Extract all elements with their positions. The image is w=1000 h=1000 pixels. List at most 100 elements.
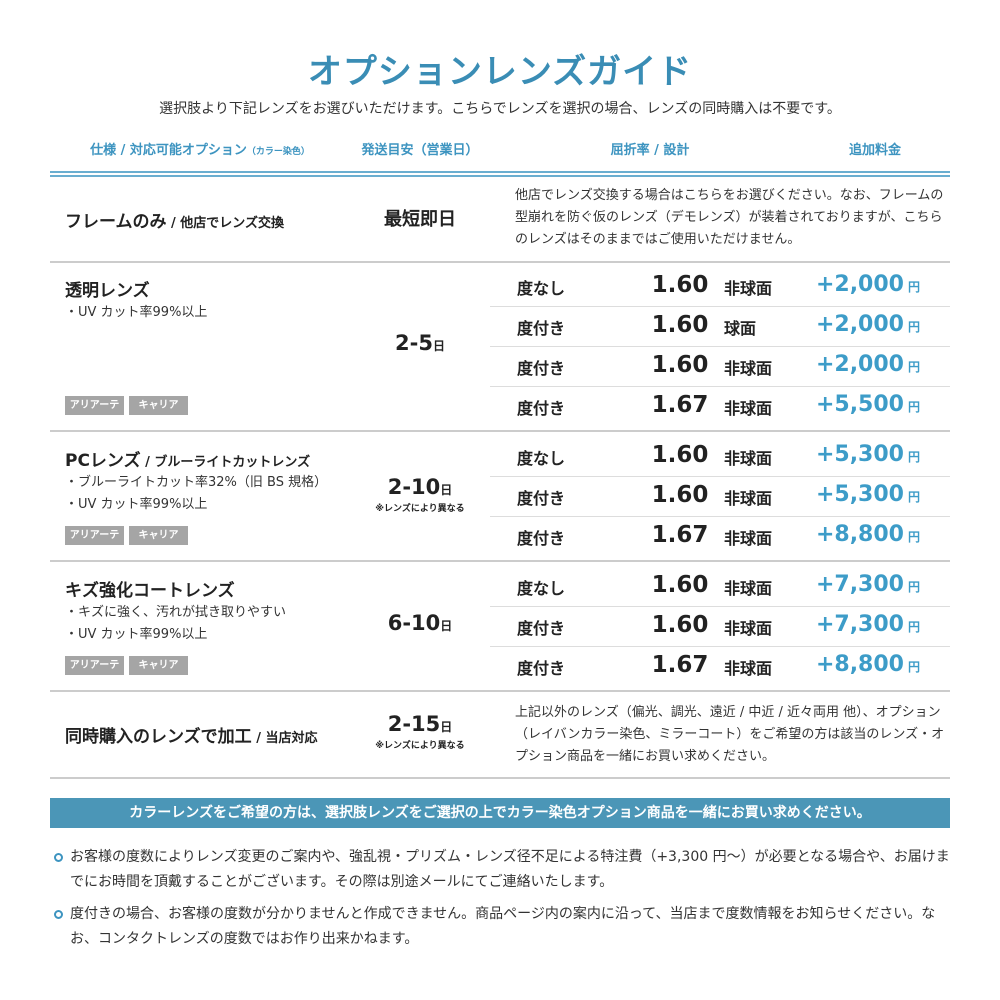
- price-unit: 円: [907, 620, 920, 634]
- ship-days: 2-15日 ※レンズにより異なる: [360, 712, 480, 751]
- lens-option-row: 度なし 1.60 非球面 +5,300 円: [490, 437, 950, 477]
- prescription-type: 度なし: [517, 579, 566, 598]
- lens-option-row: 度付き 1.60 非球面 +7,300 円: [490, 607, 950, 647]
- option-tag: アリアーテ: [65, 656, 124, 675]
- section-lens: PCレンズ / ブルーライトカットレンズ ・ブルーライトカット率32%（旧 BS …: [50, 432, 950, 562]
- price-unit: 円: [907, 400, 920, 414]
- lens-option-row: 度なし 1.60 非球面 +2,000 円: [490, 267, 950, 307]
- price: +8,800 円: [816, 522, 920, 547]
- price-value: +2,000: [815, 312, 904, 337]
- price: +2,000 円: [816, 352, 920, 377]
- header-index: 屈折率 / 設計: [610, 143, 690, 158]
- lens-name: 透明レンズ: [65, 281, 150, 301]
- price: +7,300 円: [816, 572, 920, 597]
- refractive-index: 1.60: [651, 482, 709, 508]
- description: 他店でレンズ交換する場合はこちらをお選びください。なお、フレームの型崩れを防ぐ仮…: [515, 188, 944, 247]
- refractive-index: 1.67: [651, 392, 709, 418]
- days-value: 6-10: [387, 611, 441, 635]
- price-unit: 円: [907, 580, 920, 594]
- lens-options: 度なし 1.60 非球面 +5,300 円度付き 1.60 非球面 +5,300 円度付き 1.6…: [490, 437, 950, 557]
- section-name: キズ強化コートレンズ: [65, 576, 235, 601]
- lens-name: キズ強化コートレンズ: [65, 581, 235, 601]
- price-unit: 円: [907, 490, 920, 504]
- refractive-index: 1.67: [651, 652, 709, 678]
- lens-design: 非球面: [724, 529, 773, 548]
- price-value: +7,300: [815, 572, 904, 597]
- lens-design: 非球面: [724, 359, 773, 378]
- ship-days: 6-10日: [360, 611, 480, 635]
- feature-item: ・UV カット率99%以上: [65, 497, 208, 512]
- section-name: PCレンズ / ブルーライトカットレンズ: [65, 446, 310, 471]
- lens-option-row: 度付き 1.60 非球面 +2,000 円: [490, 347, 950, 387]
- refractive-index: 1.60: [651, 312, 709, 338]
- price: +5,300 円: [816, 482, 920, 507]
- lens-design: 非球面: [724, 279, 773, 298]
- price-unit: 円: [907, 450, 920, 464]
- days-note: ※レンズにより異なる: [375, 741, 465, 751]
- price-value: +8,800: [815, 522, 904, 547]
- header-days: 発送目安（営業日）: [361, 143, 479, 158]
- lens-design: 非球面: [724, 619, 773, 638]
- page-title: オプションレンズガイド: [307, 52, 693, 92]
- price-value: +5,500: [815, 392, 904, 417]
- circle-bullet-icon: [54, 910, 63, 919]
- prescription-type: 度なし: [517, 449, 566, 468]
- section-lens: キズ強化コートレンズ ・キズに強く、汚れが拭き取りやすい ・UV カット率99%以上…: [50, 562, 950, 692]
- option-tag: アリアーテ: [65, 396, 124, 415]
- price: +7,300 円: [816, 612, 920, 637]
- prescription-type: 度付き: [517, 659, 566, 678]
- days-unit: 日: [440, 483, 453, 497]
- prescription-type: 度付き: [517, 319, 566, 338]
- price-value: +7,300: [815, 612, 904, 637]
- days-unit: 日: [440, 720, 453, 734]
- subtitle: 選択肢より下記レンズをお選びいただけます。こちらでレンズを選択の場合、レンズの同…: [159, 101, 841, 117]
- header-spec-label: 仕様 / 対応可能オプション: [90, 143, 247, 158]
- price-unit: 円: [907, 360, 920, 374]
- ship-days: 最短即日: [384, 209, 456, 230]
- header-price: 追加料金: [848, 143, 901, 158]
- refractive-index: 1.60: [651, 572, 709, 598]
- prescription-type: 度付き: [517, 619, 566, 638]
- price-value: +2,000: [815, 352, 904, 377]
- option-tag: アリアーテ: [65, 526, 124, 545]
- color-options: アリアーテ キャリア: [65, 396, 188, 415]
- lens-design: 非球面: [724, 659, 773, 678]
- note-2: 度付きの場合、お客様の度数が分かりませんと作成できません。商品ページ内の案内に沿…: [70, 906, 936, 947]
- color-lens-banner: カラーレンズをご希望の方は、選択肢レンズをご選択の上でカラー染色オプション商品を…: [50, 798, 950, 828]
- days-note: ※レンズにより異なる: [375, 504, 465, 514]
- lens-design: 非球面: [724, 399, 773, 418]
- option-tag: キャリア: [129, 656, 188, 675]
- section-name: 透明レンズ: [65, 276, 150, 301]
- section-name: フレームのみ / 他店でレンズ交換: [65, 207, 284, 232]
- lens-design: 非球面: [724, 449, 773, 468]
- processing-sub: / 当店対応: [251, 731, 318, 746]
- frame-name: フレームのみ: [65, 212, 167, 232]
- prescription-type: 度付き: [517, 529, 566, 548]
- section-name: 同時購入のレンズで加工 / 当店対応: [65, 722, 317, 747]
- lens-options: 度なし 1.60 非球面 +2,000 円度付き 1.60 球面 +2,000 円度付き 1.60…: [490, 267, 950, 427]
- price-unit: 円: [907, 280, 920, 294]
- price-value: +8,800: [815, 652, 904, 677]
- price: +2,000 円: [816, 312, 920, 337]
- days-unit: 日: [432, 339, 445, 353]
- lens-options: 度なし 1.60 非球面 +7,300 円度付き 1.60 非球面 +7,300 円度付き 1.6…: [490, 567, 950, 687]
- ship-days: 2-10日 ※レンズにより異なる: [360, 475, 480, 514]
- lens-option-row: 度付き 1.60 非球面 +5,300 円: [490, 477, 950, 517]
- price-value: +5,300: [815, 442, 904, 467]
- divider: [50, 171, 950, 173]
- prescription-type: 度付き: [517, 399, 566, 418]
- days-value: 2-5: [395, 331, 433, 355]
- lens-design: 球面: [724, 319, 757, 338]
- price-value: +2,000: [815, 272, 904, 297]
- price: +5,300 円: [816, 442, 920, 467]
- price-unit: 円: [907, 530, 920, 544]
- header-spec-small: （カラー染色）: [246, 147, 310, 157]
- prescription-type: 度なし: [517, 279, 566, 298]
- price: +2,000 円: [816, 272, 920, 297]
- lens-name: PCレンズ: [65, 451, 141, 471]
- feature-list: ・キズに強く、汚れが拭き取りやすい ・UV カット率99%以上: [65, 602, 286, 646]
- prescription-type: 度付き: [517, 489, 566, 508]
- price: +8,800 円: [816, 652, 920, 677]
- lens-sub: / ブルーライトカットレンズ: [140, 455, 311, 470]
- price-unit: 円: [907, 660, 920, 674]
